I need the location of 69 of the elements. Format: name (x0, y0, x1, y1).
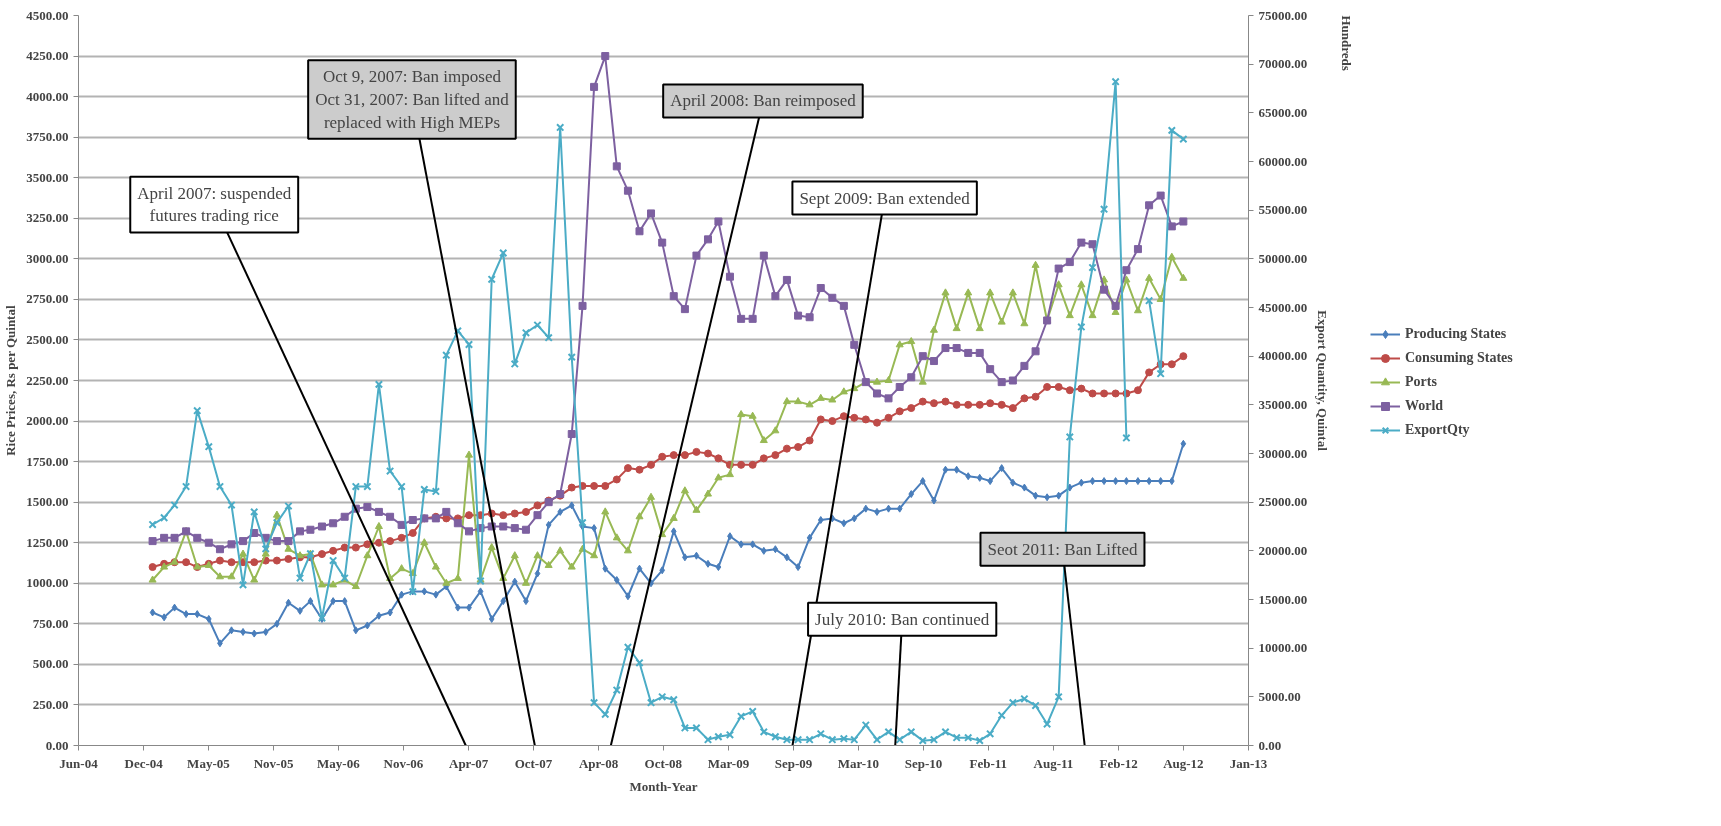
x-tick-label: Sep-09 (774, 755, 813, 771)
legend-label: Producing States (1405, 326, 1507, 342)
y-axis-title: Rice Prices, Rs per Quintal (3, 305, 19, 456)
y2-axis-title: Export Quantity, Quintal (1315, 310, 1331, 452)
y2-tick-label: 15000.00 (1258, 591, 1308, 607)
x-tick-label: Feb-11 (969, 755, 1008, 771)
y-tick-label: 1500.00 (26, 494, 69, 510)
x-tick-label: Apr-07 (449, 755, 489, 771)
x-tick-label: Mar-09 (707, 755, 750, 771)
x-tick-label: May-05 (187, 755, 231, 771)
x-tick-label: Dec-04 (124, 755, 164, 771)
y2-tick-label: 55000.00 (1258, 202, 1308, 218)
annotation: Sept 2009: Ban extended (799, 188, 971, 208)
y2-tick-label: 0.00 (1258, 737, 1282, 753)
y2-tick-label: 20000.00 (1258, 542, 1308, 558)
y-tick-label: 3000.00 (26, 250, 69, 266)
y2-tick-label: 75000.00 (1258, 7, 1308, 23)
annotation: July 2010: Ban continued (815, 609, 990, 629)
x-tick-label: Feb-12 (1099, 755, 1138, 771)
y2-tick-label: 35000.00 (1258, 396, 1308, 412)
y2-tick-label: 50000.00 (1258, 250, 1308, 266)
y-tick-label: 3500.00 (26, 169, 69, 185)
y-tick-label: 2500.00 (26, 331, 69, 347)
y2-tick-label: 40000.00 (1258, 348, 1308, 364)
text: Hundreds (1338, 15, 1354, 71)
y2-tick-label: 5000.00 (1258, 688, 1301, 704)
y-tick-label: 0.00 (45, 737, 69, 753)
y2-tick-label: 10000.00 (1258, 640, 1308, 656)
x-tick-label: Nov-06 (383, 755, 424, 771)
x-tick-label: Oct-08 (644, 755, 683, 771)
y-tick-label: 2000.00 (26, 413, 69, 429)
y-tick-label: 4500.00 (26, 7, 69, 23)
annotation: Oct 9, 2007: Ban imposed Oct 31, 2007: Ban lifted and replaced with High MEPs (315, 67, 510, 132)
y2-tick-label: 45000.00 (1258, 299, 1308, 315)
y-tick-label: 2750.00 (26, 291, 69, 307)
y-tick-label: 3750.00 (26, 129, 69, 145)
legend-label: Consuming States (1405, 350, 1513, 366)
y-tick-label: 4000.00 (26, 88, 69, 104)
x-tick-label: Jun-04 (59, 755, 99, 771)
x-tick-label: Sep-10 (904, 755, 943, 771)
y-tick-label: 3250.00 (26, 210, 69, 226)
annotation: April 2007: suspended futures trading rice (137, 183, 292, 226)
legend-label: ExportQty (1405, 422, 1470, 438)
x-tick-label: Oct-07 (514, 755, 553, 771)
legend-label: Ports (1405, 374, 1437, 390)
x-tick-label: Mar-10 (837, 755, 880, 771)
y2-tick-label: 30000.00 (1258, 445, 1308, 461)
y-tick-label: 1250.00 (26, 534, 69, 550)
y2-tick-label: 70000.00 (1258, 56, 1308, 72)
x-tick-label: Apr-08 (578, 755, 619, 771)
y2-tick-label: 25000.00 (1258, 494, 1308, 510)
annotation: Seot 2011: Ban Lifted (987, 539, 1138, 559)
y-tick-label: 500.00 (32, 656, 69, 672)
x-tick-label: Aug-12 (1163, 755, 1204, 771)
y-tick-label: 750.00 (32, 615, 69, 631)
y-tick-label: 1000.00 (26, 575, 69, 591)
y-tick-label: 250.00 (32, 696, 69, 712)
y2-tick-label: 65000.00 (1258, 104, 1308, 120)
x-tick-label: Jan-13 (1229, 755, 1268, 771)
y-tick-label: 1750.00 (26, 453, 69, 469)
x-tick-label: Aug-11 (1033, 755, 1074, 771)
y2-tick-label: 60000.00 (1258, 153, 1308, 169)
y-tick-label: 2250.00 (26, 372, 69, 388)
y-tick-label: 4250.00 (26, 48, 69, 64)
x-tick-label: Nov-05 (253, 755, 294, 771)
x-axis-title: Month-Year (629, 778, 698, 794)
annotation: April 2008: Ban reimposed (670, 91, 857, 111)
legend-label: World (1405, 398, 1444, 414)
x-tick-label: May-06 (317, 755, 361, 771)
